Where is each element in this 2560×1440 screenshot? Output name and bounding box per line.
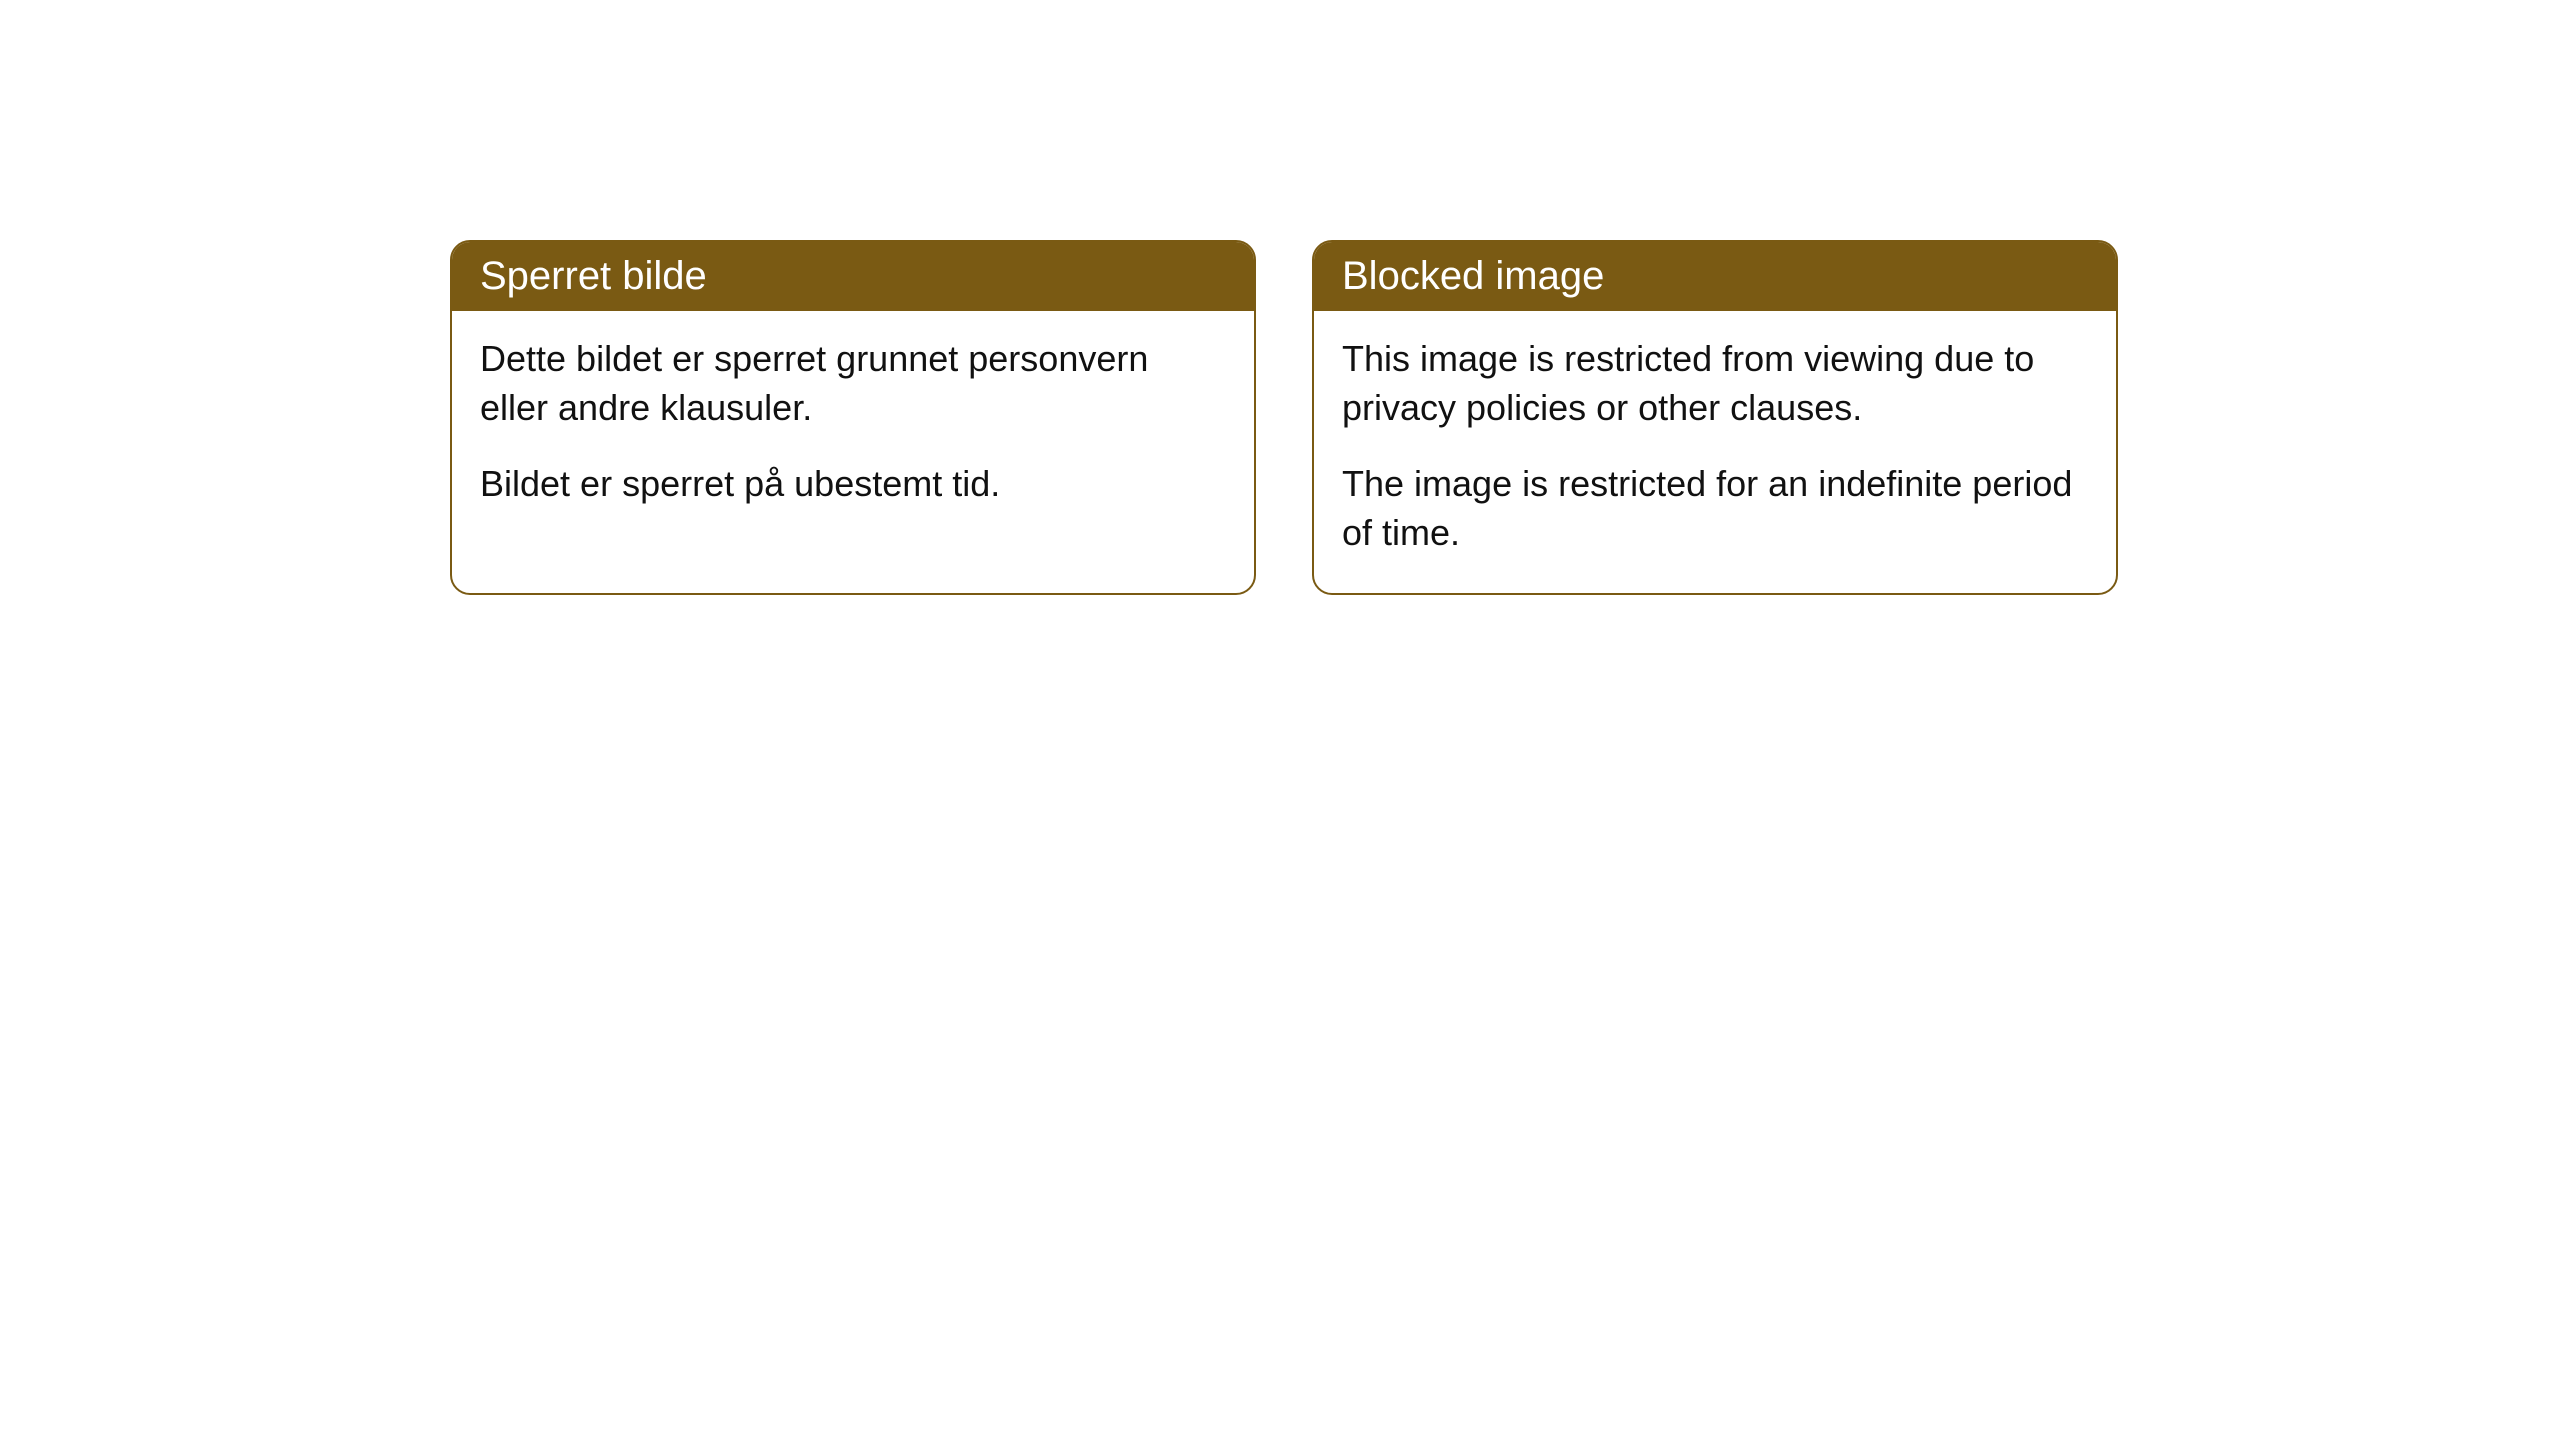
card-body-norwegian: Dette bildet er sperret grunnet personve… [452,311,1254,545]
card-title: Sperret bilde [480,254,707,298]
notice-card-norwegian: Sperret bilde Dette bildet er sperret gr… [450,240,1256,595]
card-paragraph: This image is restricted from viewing du… [1342,335,2088,432]
card-body-english: This image is restricted from viewing du… [1314,311,2116,593]
card-title: Blocked image [1342,254,1604,298]
card-paragraph: Bildet er sperret på ubestemt tid. [480,460,1226,509]
notice-cards-container: Sperret bilde Dette bildet er sperret gr… [450,240,2118,595]
card-header-english: Blocked image [1314,242,2116,311]
card-header-norwegian: Sperret bilde [452,242,1254,311]
card-paragraph: The image is restricted for an indefinit… [1342,460,2088,557]
notice-card-english: Blocked image This image is restricted f… [1312,240,2118,595]
card-paragraph: Dette bildet er sperret grunnet personve… [480,335,1226,432]
